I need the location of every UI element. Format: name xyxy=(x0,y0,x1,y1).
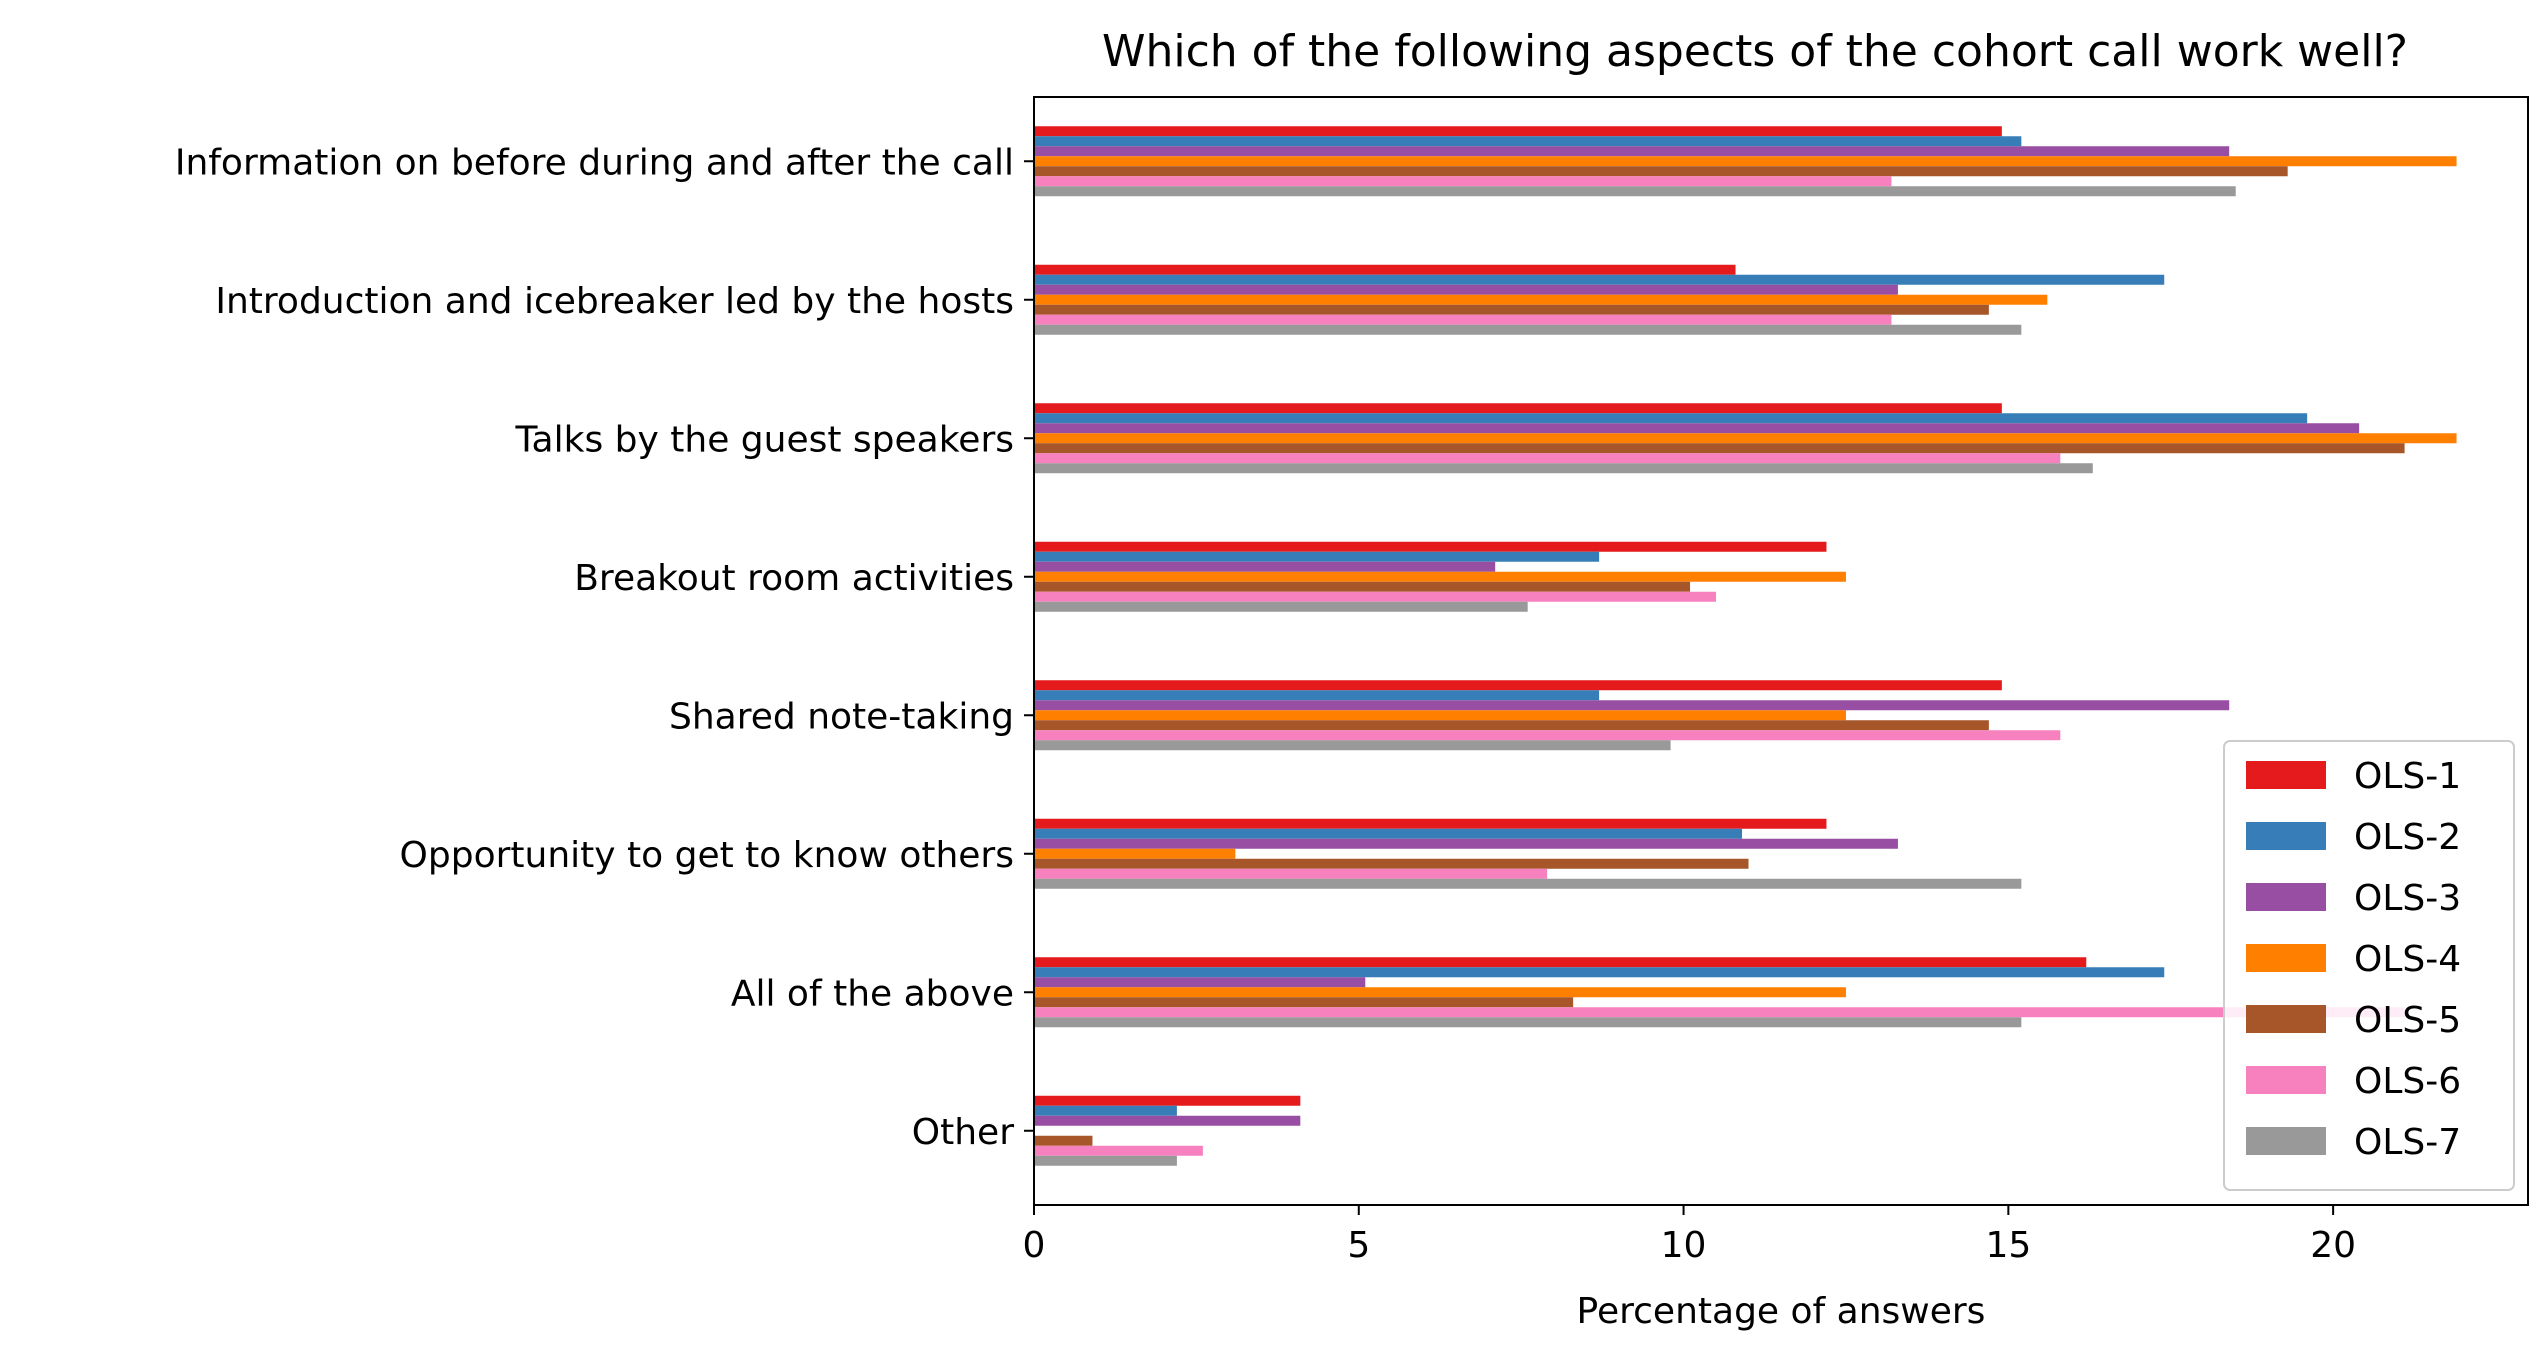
x-axis-label: Percentage of answers xyxy=(1577,1291,1986,1332)
bar-ols-1-cat-0 xyxy=(1034,126,2002,137)
x-tick-label: 20 xyxy=(2310,1225,2356,1266)
bar-ols-5-cat-6 xyxy=(1034,997,1574,1008)
bar-ols-4-cat-1 xyxy=(1034,294,2048,305)
legend-swatch-ols-1 xyxy=(2246,761,2326,789)
legend-label-ols-2: OLS-2 xyxy=(2354,817,2461,858)
y-tick-label: Shared note-taking xyxy=(669,696,1014,737)
bar-ols-6-cat-1 xyxy=(1034,314,1892,325)
bar-ols-5-cat-1 xyxy=(1034,304,1989,315)
bar-ols-6-cat-4 xyxy=(1034,730,2061,741)
bar-ols-5-cat-5 xyxy=(1034,858,1749,869)
plot-frame xyxy=(1033,96,2529,1206)
bar-ols-1-cat-2 xyxy=(1034,403,2002,414)
bar-ols-5-cat-4 xyxy=(1034,720,1989,731)
bar-ols-3-cat-0 xyxy=(1034,146,2230,157)
y-tick-label: Talks by the guest speakers xyxy=(515,419,1014,460)
bar-ols-7-cat-6 xyxy=(1034,1017,2022,1028)
bar-ols-6-cat-3 xyxy=(1034,591,1717,602)
bar-ols-1-cat-7 xyxy=(1034,1095,1301,1106)
bar-ols-2-cat-1 xyxy=(1034,274,2165,285)
y-tick-label: All of the above xyxy=(731,973,1014,1014)
bar-ols-7-cat-3 xyxy=(1034,601,1528,612)
chart-title: Which of the following aspects of the co… xyxy=(1102,26,2408,77)
bar-ols-5-cat-7 xyxy=(1034,1135,1093,1146)
bar-ols-3-cat-5 xyxy=(1034,838,1898,849)
y-axis: Information on before during and after t… xyxy=(175,142,1034,1153)
bar-ols-5-cat-2 xyxy=(1034,443,2405,454)
bar-ols-4-cat-6 xyxy=(1034,987,1846,998)
bar-ols-7-cat-1 xyxy=(1034,324,2022,335)
y-tick-label: Breakout room activities xyxy=(574,558,1014,599)
y-tick-label: Other xyxy=(912,1112,1014,1153)
bar-ols-3-cat-6 xyxy=(1034,977,1366,988)
bar-ols-2-cat-2 xyxy=(1034,413,2308,424)
x-tick-label: 10 xyxy=(1661,1225,1707,1266)
bar-ols-1-cat-4 xyxy=(1034,680,2002,691)
legend-swatch-ols-2 xyxy=(2246,822,2326,850)
bar-ols-6-cat-2 xyxy=(1034,453,2061,464)
bar-ols-3-cat-4 xyxy=(1034,700,2230,711)
bar-ols-5-cat-0 xyxy=(1034,166,2288,177)
legend-label-ols-3: OLS-3 xyxy=(2354,878,2461,919)
bar-ols-1-cat-1 xyxy=(1034,264,1736,275)
bars-group xyxy=(1034,126,2457,1166)
bar-ols-5-cat-3 xyxy=(1034,581,1691,592)
y-tick-label: Opportunity to get to know others xyxy=(400,835,1014,876)
bar-ols-6-cat-7 xyxy=(1034,1145,1203,1156)
y-tick-label: Information on before during and after t… xyxy=(175,142,1014,183)
bar-ols-6-cat-0 xyxy=(1034,176,1892,187)
bar-ols-2-cat-7 xyxy=(1034,1105,1177,1116)
x-tick-label: 5 xyxy=(1347,1225,1370,1266)
bar-ols-6-cat-6 xyxy=(1034,1007,2405,1018)
legend-swatch-ols-6 xyxy=(2246,1066,2326,1094)
legend-label-ols-7: OLS-7 xyxy=(2354,1122,2461,1163)
legend-label-ols-4: OLS-4 xyxy=(2354,939,2461,980)
bar-ols-2-cat-5 xyxy=(1034,828,1743,839)
legend-swatch-ols-7 xyxy=(2246,1127,2326,1155)
legend-swatch-ols-5 xyxy=(2246,1005,2326,1033)
bar-ols-2-cat-4 xyxy=(1034,690,1600,701)
bar-ols-1-cat-3 xyxy=(1034,541,1827,552)
bar-ols-1-cat-5 xyxy=(1034,818,1827,829)
x-tick-label: 15 xyxy=(1985,1225,2031,1266)
bar-ols-7-cat-7 xyxy=(1034,1155,1177,1166)
legend-label-ols-1: OLS-1 xyxy=(2354,756,2461,797)
bar-ols-7-cat-0 xyxy=(1034,186,2236,197)
bar-ols-6-cat-5 xyxy=(1034,868,1548,879)
bar-ols-3-cat-2 xyxy=(1034,423,2360,434)
y-tick-label: Introduction and icebreaker led by the h… xyxy=(215,281,1014,322)
bar-ols-1-cat-6 xyxy=(1034,957,2087,968)
bar-ols-7-cat-2 xyxy=(1034,463,2093,474)
bar-ols-4-cat-5 xyxy=(1034,848,1236,859)
bar-ols-2-cat-6 xyxy=(1034,967,2165,978)
legend: OLS-1 OLS-2 OLS-3 OLS-4 OLS-5 OLS-6 OLS-7 xyxy=(2223,740,2515,1191)
bar-ols-4-cat-0 xyxy=(1034,156,2457,167)
bar-ols-3-cat-1 xyxy=(1034,284,1898,295)
bar-ols-4-cat-2 xyxy=(1034,433,2457,444)
bar-ols-2-cat-0 xyxy=(1034,136,2022,147)
bar-ols-3-cat-3 xyxy=(1034,561,1496,572)
bar-ols-4-cat-4 xyxy=(1034,710,1846,721)
x-tick-label: 0 xyxy=(1023,1225,1046,1266)
bar-ols-2-cat-3 xyxy=(1034,551,1600,562)
legend-label-ols-6: OLS-6 xyxy=(2354,1061,2461,1102)
legend-label-ols-5: OLS-5 xyxy=(2354,1000,2461,1041)
legend-swatch-ols-4 xyxy=(2246,944,2326,972)
bar-ols-3-cat-7 xyxy=(1034,1115,1301,1126)
bar-ols-7-cat-5 xyxy=(1034,878,2022,889)
x-axis: 0 5 10 15 20 xyxy=(1023,1205,2356,1266)
legend-swatch-ols-3 xyxy=(2246,883,2326,911)
bar-ols-4-cat-3 xyxy=(1034,571,1846,582)
bar-ols-7-cat-4 xyxy=(1034,740,1671,751)
